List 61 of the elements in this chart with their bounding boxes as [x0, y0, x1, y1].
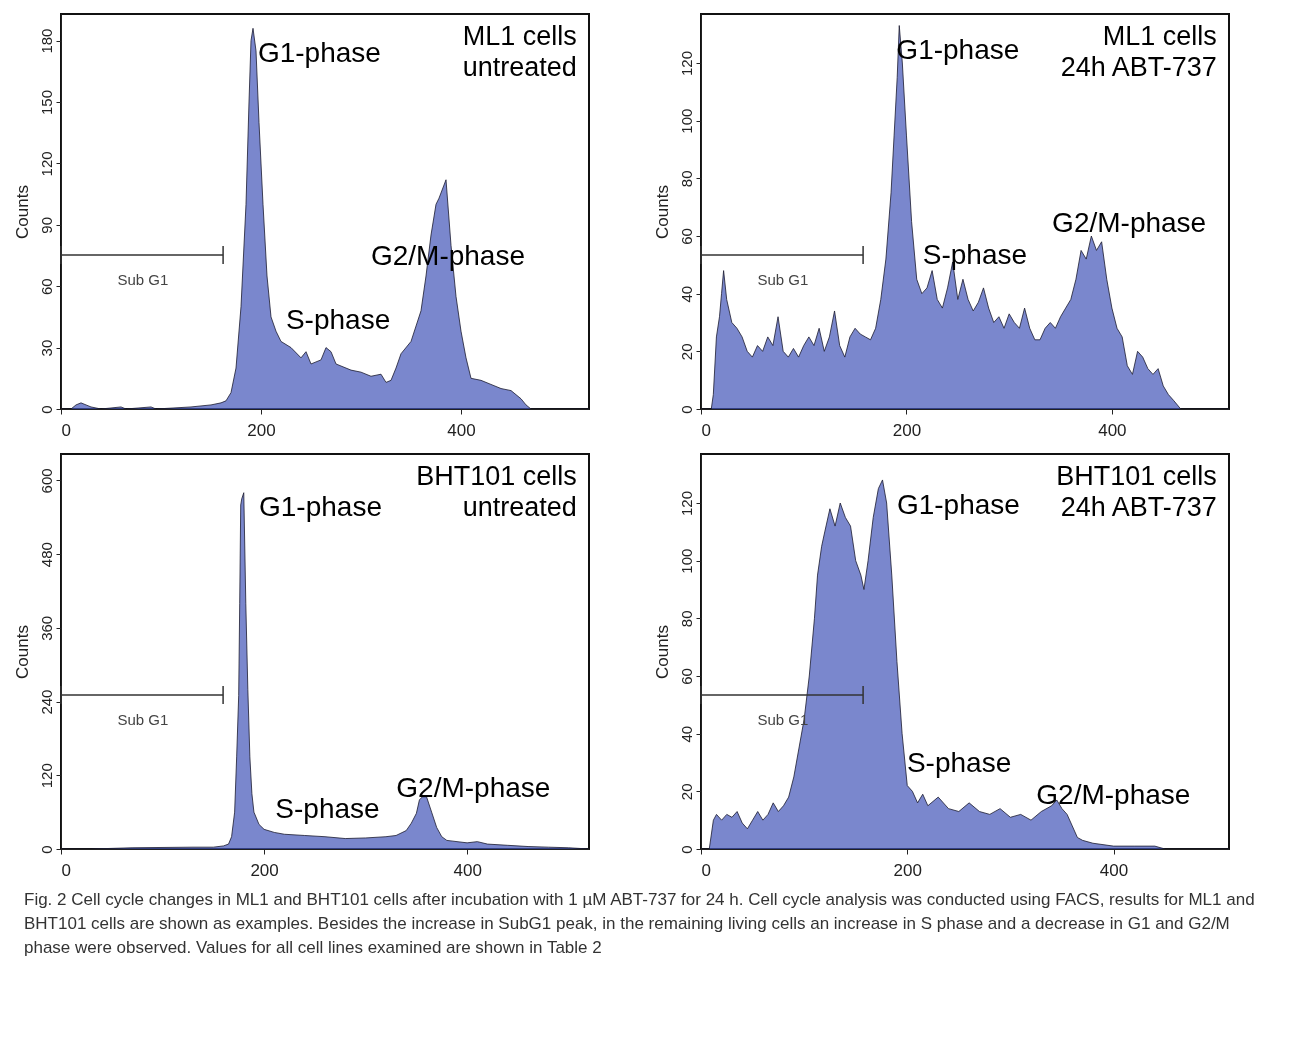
y-tick-label: 480 [37, 542, 55, 568]
y-tick-label: 0 [37, 845, 55, 854]
y-tick-label: 60 [37, 278, 55, 296]
annotation: BHT101 cells untreated [416, 460, 577, 522]
y-tick-label: 20 [677, 343, 695, 361]
annotation: S-phase [906, 747, 1012, 779]
annotation: G2/M-phase [1036, 778, 1191, 810]
annotation: G2/M-phase [1052, 206, 1207, 238]
y-tick-label: 0 [37, 405, 55, 414]
y-tick-label: 30 [37, 339, 55, 357]
x-tick-label: 0 [61, 420, 71, 440]
y-tick-label: 600 [37, 468, 55, 494]
annotation: Sub G1 [117, 270, 169, 288]
y-tick-label: 120 [37, 151, 55, 177]
y-tick-label: 60 [677, 228, 695, 245]
annotation: G1-phase [896, 488, 1020, 520]
y-axis-title: Counts [12, 185, 32, 239]
y-tick-label: 360 [37, 615, 55, 641]
annotation: G2/M-phase [396, 772, 551, 804]
annotation: ML1 cells untreated [462, 20, 577, 82]
y-tick-label: 120 [677, 51, 695, 77]
annotation: Sub G1 [117, 710, 169, 728]
annotation: BHT101 cells 24h ABT-737 [1056, 460, 1217, 522]
y-tick-label: 60 [677, 668, 695, 685]
y-tick-label: 90 [37, 216, 55, 234]
y-tick-label: 80 [677, 610, 695, 628]
x-tick-label: 0 [61, 860, 71, 880]
annotation: G1-phase [259, 490, 382, 522]
x-tick-label: 200 [250, 860, 279, 880]
x-tick-label: 400 [447, 420, 476, 440]
x-tick-label: 0 [701, 420, 711, 440]
annotation: S-phase [275, 793, 380, 825]
y-tick-label: 180 [37, 28, 55, 54]
caption: Fig. 2 Cell cycle changes in ML1 and BHT101 cells after incubation with 1 µM ABT-737 for 24 h. Cell cycle analysis was conducted using FACS, results for ML1 and BHT101 cells are shown as examples. Besides the increase in SubG1 peak, in the remaining living cells an increase in S phase and a decrease in G1 and G2/M phase were observed. Values for all cell lines examined are shown in Table 2 [23, 889, 1256, 959]
x-tick-label: 0 [701, 860, 711, 880]
annotation: S-phase [922, 238, 1028, 270]
y-tick-label: 150 [37, 89, 55, 116]
annotation: S-phase [285, 303, 391, 335]
y-tick-label: 120 [37, 763, 55, 789]
y-tick-label: 80 [677, 170, 695, 188]
y-axis-title: Counts [652, 625, 672, 679]
y-axis-title: Counts [652, 185, 672, 239]
y-tick-label: 240 [37, 689, 55, 715]
annotation: ML1 cells 24h ABT-737 [1060, 20, 1217, 82]
y-tick-label: 20 [677, 783, 695, 801]
y-tick-label: 120 [677, 491, 695, 517]
y-tick-label: 100 [677, 548, 695, 574]
y-tick-label: 100 [677, 108, 695, 134]
annotation: Sub G1 [757, 270, 809, 288]
y-tick-label: 0 [677, 405, 695, 414]
x-tick-label: 400 [1098, 420, 1127, 440]
y-tick-label: 0 [677, 845, 695, 854]
y-tick-label: 40 [677, 725, 695, 743]
x-tick-label: 400 [453, 860, 482, 880]
y-axis-title: Counts [12, 625, 32, 679]
x-tick-label: 200 [893, 860, 922, 880]
y-tick-label: 40 [677, 285, 695, 303]
x-tick-label: 200 [247, 420, 276, 440]
annotation: G1-phase [257, 37, 381, 69]
x-tick-label: 400 [1099, 860, 1129, 880]
x-tick-label: 200 [892, 420, 922, 440]
